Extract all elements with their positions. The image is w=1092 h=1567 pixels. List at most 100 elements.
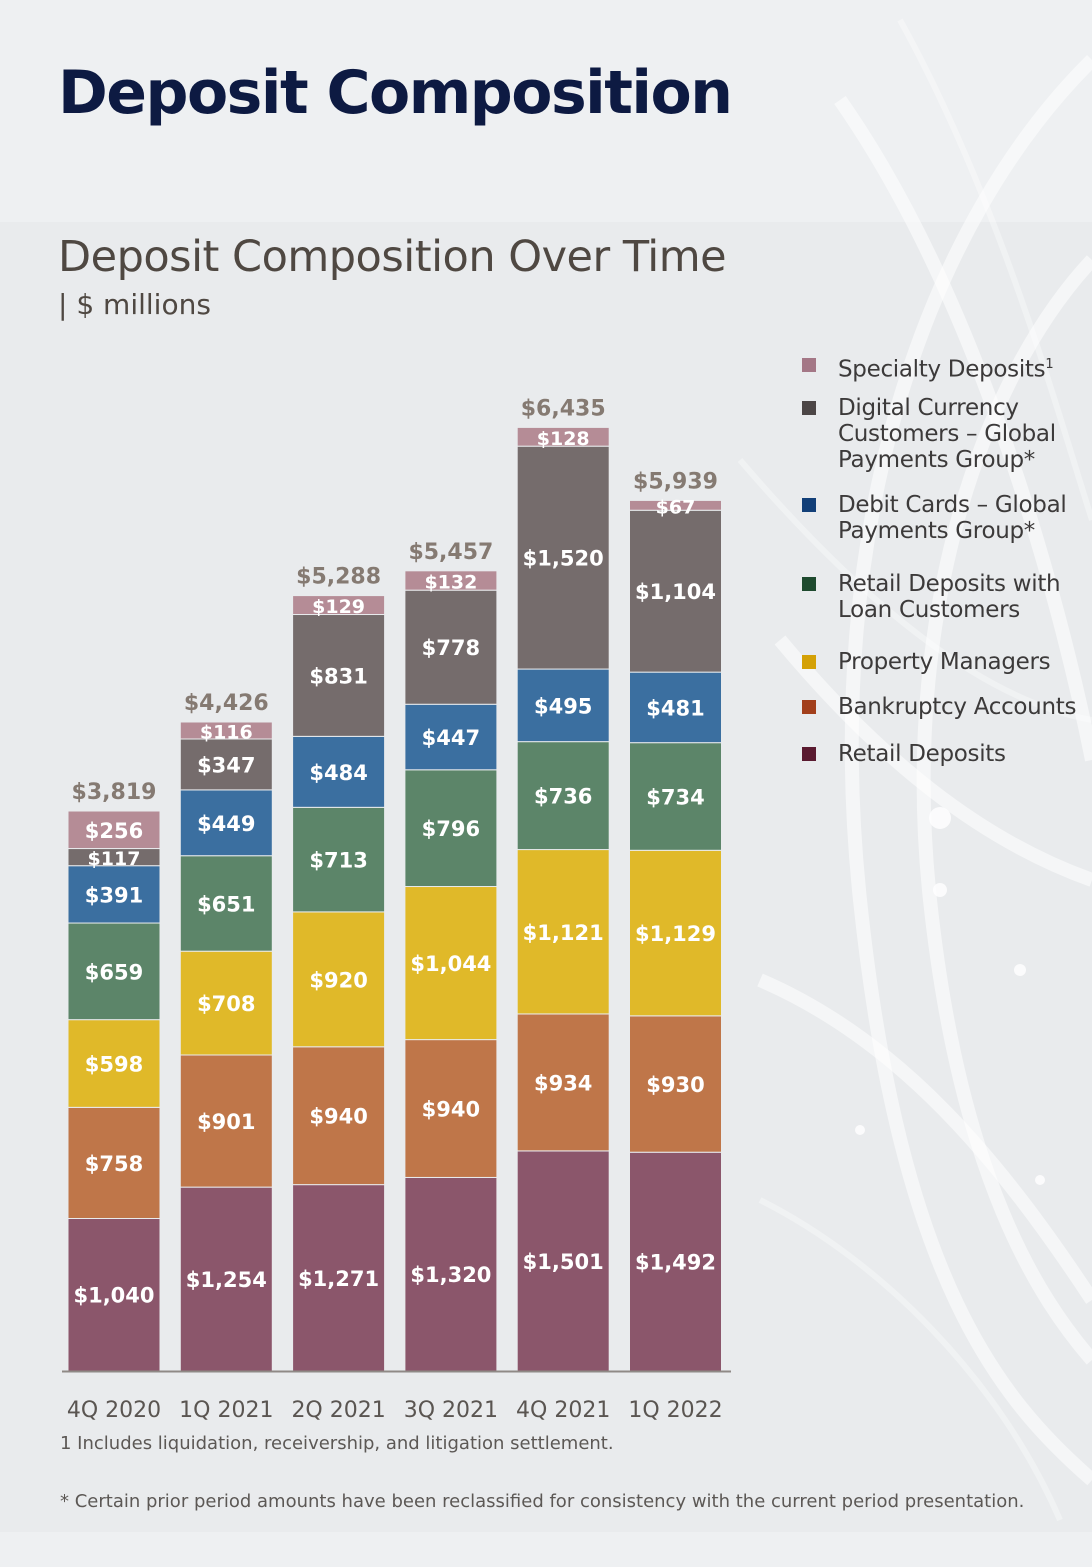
data-label: $940 [422, 1098, 480, 1122]
legend-swatch [802, 401, 816, 415]
bar-segment [292, 806, 386, 913]
bar-segment [516, 849, 610, 1015]
legend-label-line: Retail Deposits [838, 741, 1006, 767]
bar-segment [179, 950, 273, 1056]
bar-segment [516, 1150, 610, 1372]
bar-segment [179, 855, 273, 952]
x-tick-label: 4Q 2020 [67, 1398, 161, 1423]
data-label: $831 [309, 664, 367, 688]
data-label: $1,320 [410, 1263, 491, 1287]
legend-label-line: Debit Cards – Global [838, 492, 1067, 518]
data-label: $447 [422, 726, 480, 750]
total-label: $6,435 [521, 396, 606, 421]
data-label: $708 [197, 992, 255, 1016]
data-label: $129 [312, 596, 365, 618]
legend-swatch [802, 358, 816, 372]
legend-label: Debit Cards – Global Payments Group* [838, 492, 1088, 544]
bar-segment [292, 614, 386, 737]
data-label: $1,104 [635, 580, 716, 604]
x-tick-label: 1Q 2021 [179, 1398, 273, 1423]
legend-label: Bankruptcy Accounts [838, 694, 1088, 720]
legend-label-line: Payments Group* [838, 447, 1036, 473]
data-label: $449 [197, 812, 255, 836]
legend-label-line: Digital Currency [838, 395, 1019, 421]
legend-label: Property Managers [838, 649, 1088, 675]
total-label: $3,819 [72, 780, 157, 805]
data-label: $930 [646, 1073, 704, 1097]
data-label: $495 [534, 694, 592, 718]
total-label: $4,426 [184, 691, 269, 716]
data-label: $1,492 [635, 1251, 716, 1275]
data-label: $1,121 [523, 921, 604, 945]
data-label: $778 [422, 636, 480, 660]
data-label: $1,271 [298, 1267, 379, 1291]
bar-segment [404, 886, 498, 1041]
data-label: $67 [656, 496, 696, 518]
data-label: $117 [88, 848, 141, 870]
footer-band [0, 1532, 1092, 1567]
bar-segment [292, 911, 386, 1048]
data-label: $659 [85, 960, 143, 984]
bar-segment [516, 1013, 610, 1152]
data-label: $256 [85, 819, 143, 843]
bar-segment [404, 589, 498, 705]
legend-swatch [802, 700, 816, 714]
total-label: $5,288 [296, 565, 381, 590]
data-label: $1,129 [635, 922, 716, 946]
legend-label-line: Bankruptcy Accounts [838, 694, 1077, 720]
data-label: $1,501 [523, 1250, 604, 1274]
bar-segment [179, 721, 273, 740]
data-label: $598 [85, 1053, 143, 1077]
bar-segment [67, 1106, 161, 1219]
legend-label-line: Loan Customers [838, 597, 1020, 623]
bar-segment [404, 703, 498, 771]
bar-segment [629, 1015, 722, 1153]
data-label: $116 [200, 721, 253, 743]
footnote-asterisk: * Certain prior period amounts have been… [60, 1491, 1025, 1512]
bar-segment [516, 741, 610, 851]
data-label: $1,520 [523, 547, 604, 571]
data-label: $1,040 [73, 1284, 154, 1308]
legend-label: Digital Currency Customers – Global Paymen… [838, 395, 1088, 473]
data-label: $796 [422, 817, 480, 841]
bar-segment [629, 849, 722, 1017]
bar-segment [292, 1046, 386, 1186]
data-label: $1,254 [186, 1268, 267, 1292]
legend-swatch [802, 655, 816, 669]
legend-label-line: Retail Deposits with [838, 571, 1061, 597]
x-tick-label: 1Q 2022 [628, 1398, 722, 1423]
bar-segment [179, 1054, 273, 1188]
data-label: $391 [85, 883, 143, 907]
legend-footnote-marker: 1 [1045, 357, 1054, 372]
data-label: $934 [534, 1071, 592, 1095]
bar-segment [404, 570, 498, 591]
data-label: $1,044 [410, 952, 491, 976]
bar-segment [67, 810, 161, 850]
bar-segment [67, 1019, 161, 1108]
legend-label: Specialty Deposits1 [838, 352, 1088, 383]
data-label: $920 [309, 968, 367, 992]
bar-segment [629, 742, 722, 851]
bar-segment [404, 769, 498, 888]
x-tick-label: 3Q 2021 [404, 1398, 498, 1423]
x-tick-label: 4Q 2021 [516, 1398, 610, 1423]
data-label: $736 [534, 785, 592, 809]
legend-swatch [802, 747, 816, 761]
data-label: $347 [197, 753, 255, 777]
bar-segment [629, 1151, 722, 1372]
data-label: $940 [309, 1105, 367, 1129]
data-label: $651 [197, 892, 255, 916]
chart-title: Deposit Composition Over Time [58, 232, 727, 282]
data-label: $901 [197, 1110, 255, 1134]
page-title: Deposit Composition [58, 58, 733, 128]
data-label: $758 [85, 1152, 143, 1176]
bar-segment [292, 735, 386, 808]
bar-segment [67, 865, 161, 924]
bar-segment [629, 509, 722, 673]
legend-label-line: Specialty Deposits1 [838, 356, 1054, 383]
data-label: $481 [646, 696, 704, 720]
stacked-bar-chart: $1,040 $758 $598 $659 $391 $117 $256 $3,819 4Q 2… [62, 396, 731, 1423]
legend-label-line: Customers – Global [838, 421, 1056, 447]
bar-segment [516, 445, 610, 670]
bar-segment [629, 499, 722, 511]
